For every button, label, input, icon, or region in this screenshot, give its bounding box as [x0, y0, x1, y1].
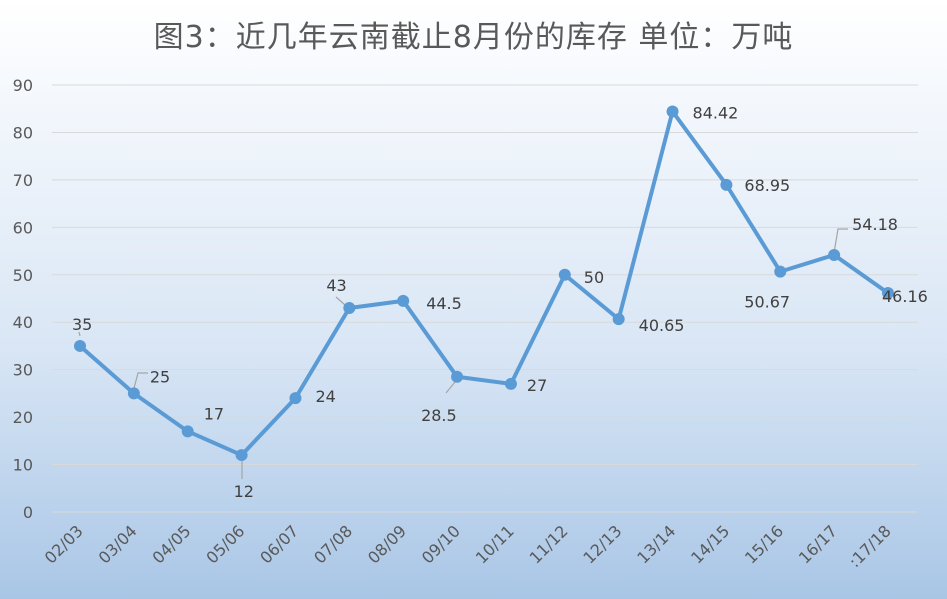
data-point: [558, 268, 571, 281]
data-point: [451, 370, 464, 383]
y-tick-label: 30: [13, 361, 33, 380]
data-point: [181, 425, 194, 438]
data-label: 27: [527, 376, 547, 395]
data-point: [343, 301, 356, 314]
data-point: [882, 286, 894, 299]
data-point: [828, 248, 841, 261]
series-line: [78, 109, 890, 458]
x-tick-label: :17/18: [845, 521, 895, 571]
data-point: [74, 339, 86, 352]
y-tick-label: 20: [13, 408, 33, 427]
data-point: [666, 105, 679, 118]
leader-line: [833, 228, 848, 254]
data-label: 35: [72, 315, 92, 334]
leader-line: [78, 331, 81, 337]
data-label: 12: [234, 482, 254, 501]
data-label: 28.5: [421, 406, 457, 425]
y-tick-label: 40: [13, 313, 33, 332]
data-point: [612, 313, 625, 326]
x-tick-label: 03/04: [95, 521, 141, 567]
data-label: 25: [150, 367, 170, 386]
y-tick-label: 80: [13, 123, 33, 142]
data-label: 24: [315, 387, 335, 406]
data-label: 44.5: [426, 294, 462, 313]
y-tick-label: 60: [13, 218, 33, 237]
x-tick-label: 02/03: [41, 521, 87, 567]
y-tick-label: 0: [23, 503, 33, 522]
x-tick-label: 09/10: [418, 521, 464, 567]
data-label: 40.65: [639, 316, 685, 335]
data-label: 84.42: [693, 103, 739, 122]
data-label: 50.67: [744, 293, 790, 312]
data-point: [397, 294, 410, 307]
data-label: 68.95: [744, 176, 790, 195]
x-tick-label: 07/08: [310, 521, 356, 567]
data-point: [720, 178, 733, 191]
data-label: 17: [204, 404, 224, 423]
x-tick-label: 06/07: [256, 521, 302, 567]
x-tick-label: 04/05: [149, 521, 195, 567]
x-tick-label: 08/09: [364, 521, 410, 567]
leader-line: [335, 296, 346, 306]
data-label: 54.18: [852, 215, 898, 234]
x-tick-label: 11/12: [526, 521, 572, 567]
x-tick-label: 16/17: [795, 521, 841, 567]
x-tick-label: 10/11: [472, 521, 518, 567]
data-point: [127, 387, 140, 400]
chart-title: 图3：近几年云南截止8月份的库存 单位：万吨: [153, 20, 794, 55]
x-tick-label: 15/16: [741, 521, 787, 567]
y-tick-label: 50: [13, 266, 33, 285]
x-tick-label: 13/14: [633, 521, 679, 567]
y-tick-label: 10: [13, 456, 33, 475]
x-tick-label: 12/13: [579, 521, 625, 567]
data-point: [774, 265, 787, 278]
leader-line: [132, 372, 148, 393]
data-point: [289, 392, 302, 405]
data-point: [504, 377, 517, 390]
y-tick-label: 90: [13, 76, 33, 95]
x-tick-label: 05/06: [202, 521, 248, 567]
data-point: [235, 449, 248, 462]
x-tick-label: 14/15: [687, 521, 733, 567]
leader-line: [445, 381, 456, 394]
data-label: 43: [326, 276, 346, 295]
y-tick-label: 70: [13, 171, 33, 190]
data-label: 46.16: [882, 287, 928, 306]
data-label: 50: [584, 268, 604, 287]
